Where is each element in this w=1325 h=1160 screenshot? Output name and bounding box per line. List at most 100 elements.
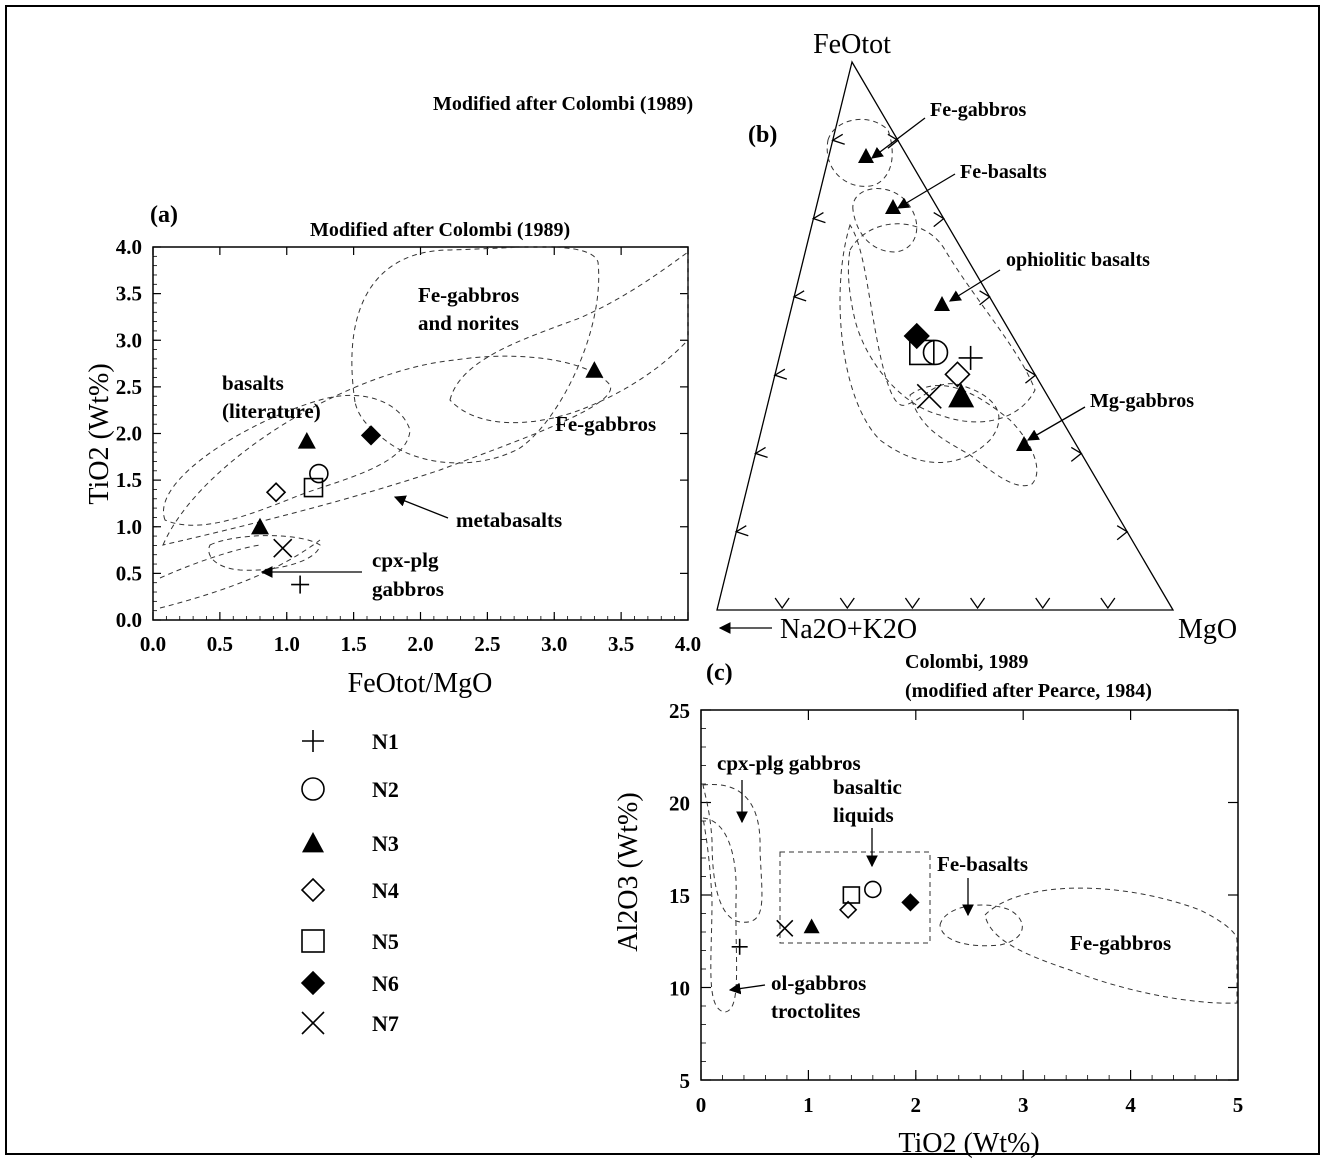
legend: N1 N2 N3 N4 N5 N6 N7 — [300, 729, 399, 1036]
arrow-b-ophiolitic — [949, 269, 1001, 302]
ternary-c-field-cpx-plg — [702, 783, 763, 923]
legend-label: N3 — [372, 831, 399, 856]
point-a-N7 — [273, 538, 293, 558]
point-c-N5 — [842, 886, 861, 904]
ternary-bottom-tick — [839, 597, 855, 610]
ternary-triangle — [716, 60, 1175, 611]
ternary-bottom-tick — [1100, 597, 1116, 610]
a-xtick-label: 2.5 — [474, 632, 500, 656]
c-ytick-label: 15 — [669, 884, 690, 908]
a-xtick-label: 0.0 — [140, 632, 166, 656]
ternary-c-field-fe-basalts — [939, 904, 1023, 947]
figure-frame — [5, 5, 1320, 1155]
panel-a: (a) Modified after Colombi (1989) 0.0 0.5… — [84, 202, 701, 699]
field-label-fe-gabbros-norites-1: Fe-gabbros — [418, 283, 519, 307]
a-ytick-label: 1.5 — [116, 468, 142, 492]
field-c-label-basaltic-1: basaltic — [833, 775, 902, 799]
c-xtick-label: 3 — [1018, 1093, 1029, 1117]
c-xtick-label: 4 — [1125, 1093, 1136, 1117]
point-b-N3 — [948, 383, 975, 408]
a-xtick-label: 4.0 — [675, 632, 701, 656]
a-ytick-label: 0.5 — [116, 561, 142, 585]
point-a-N4 — [265, 482, 287, 503]
legend-marker-diamond-filled — [300, 970, 326, 996]
legend-label: N4 — [372, 878, 399, 903]
point-a-N6 — [360, 425, 382, 446]
ternary-bottom-tick — [774, 597, 790, 610]
field-fe-gabbros — [449, 251, 689, 424]
ternary-c-field-fe-gabbros — [984, 887, 1238, 1004]
ternary-mg-gabbros-marker — [1016, 436, 1032, 451]
ternary-left-tick — [792, 290, 807, 302]
ternary-label-mg-gabbros: Mg-gabbros — [1090, 390, 1194, 412]
a-ytick-label: 2.5 — [116, 375, 142, 399]
a-xtick-label: 1.0 — [274, 632, 300, 656]
legend-marker-plus — [302, 730, 324, 752]
ternary-label-ophiolitic: ophiolitic basalts — [1006, 249, 1150, 271]
ternary-fe-basalts-marker — [885, 199, 901, 214]
panel-b-fields — [826, 118, 1038, 487]
apex-left-label: Na2O+K2O — [780, 614, 917, 645]
panel-b-arrows — [871, 117, 1086, 441]
legend-item-N2: N2 — [301, 777, 399, 802]
arrow-b-fe-gabbros — [871, 117, 926, 159]
panel-a-ticks: 0.0 0.5 1.0 1.5 2.0 2.5 3.0 3.5 4.0 0.0 0.5 1.0 1.5 2… — [116, 235, 701, 656]
ternary-left-tick — [734, 525, 749, 537]
field-label-basalts-1: basalts — [222, 371, 284, 395]
a-ytick-label: 1.0 — [116, 515, 142, 539]
panel-a-source: Modified after Colombi (1989) — [310, 219, 570, 241]
point-a-N2 — [309, 463, 329, 484]
panel-c-field-labels: cpx-plg gabbros basaltic liquids Fe-basa… — [717, 751, 1171, 1023]
legend-item-N3: N3 — [302, 831, 399, 856]
c-xtick-label: 0 — [696, 1093, 707, 1117]
legend-label: N7 — [372, 1011, 399, 1036]
ternary-left-tick — [773, 368, 788, 380]
a-ytick-label: 3.0 — [116, 328, 142, 352]
legend-item-N5: N5 — [301, 929, 399, 954]
legend-label: N2 — [372, 777, 399, 802]
panel-c-source-2: (modified after Pearce, 1984) — [905, 680, 1152, 702]
ternary-label-fe-basalts: Fe-basalts — [960, 161, 1047, 183]
field-metabasalts — [162, 355, 612, 546]
ternary-right-tick — [979, 290, 991, 306]
arrow-metabasalts — [393, 495, 449, 519]
panel-b-region-triangles — [858, 148, 1032, 451]
field-c-label-cpx-plg: cpx-plg gabbros — [717, 751, 861, 775]
c-ytick-label: 20 — [669, 792, 690, 816]
panel-c-label: (c) — [706, 660, 733, 686]
ternary-right-tick — [1070, 446, 1083, 462]
legend-marker-square-open — [301, 929, 325, 953]
ternary-right-tick — [1025, 368, 1037, 384]
apex-top-label: FeOtot — [813, 29, 891, 60]
panel-a-arrows — [260, 495, 449, 578]
field-c-label-ol-1: ol-gabbros — [771, 971, 866, 995]
legend-item-N7: N7 — [301, 1011, 399, 1036]
field-fe-gabbros-norites — [351, 246, 600, 464]
legend-label: N1 — [372, 729, 399, 754]
panel-a-points — [251, 361, 604, 594]
panel-c-ylabel: Al2O3 (Wt%) — [613, 792, 644, 951]
ternary-right-tick — [1116, 525, 1129, 541]
panel-a-field-labels: Fe-gabbros and norites basalts (literatu… — [222, 283, 656, 601]
a-ytick-label: 4.0 — [116, 235, 142, 259]
field-label-basalts-2: (literature) — [222, 399, 321, 423]
ternary-bottom-tick — [904, 597, 920, 610]
panel-b: (b) Modified after Colombi (1989) FeOtot… — [433, 29, 1237, 645]
ternary-field-fe-gabbros — [826, 118, 893, 187]
arrow-b-mg-gabbros — [1026, 406, 1086, 441]
ternary-bottom-tick — [1035, 597, 1051, 610]
ternary-left-tick — [754, 446, 768, 459]
ternary-left-tick — [831, 133, 845, 145]
point-c-N1 — [731, 938, 748, 955]
panel-a-xlabel: FeOtot/MgO — [348, 668, 493, 699]
ternary-label-fe-gabbros: Fe-gabbros — [930, 99, 1027, 121]
legend-item-N4: N4 — [300, 877, 399, 903]
panel-a-fields — [159, 246, 689, 609]
c-ytick-label: 5 — [680, 1069, 691, 1093]
ternary-fe-gabbros-marker — [858, 148, 874, 163]
ternary-c-field-basaltic-liquids — [779, 851, 931, 944]
a-xtick-label: 1.5 — [341, 632, 367, 656]
c-ytick-label: 25 — [669, 699, 690, 723]
point-b-N6 — [903, 322, 930, 350]
panel-c-source-1: Colombi, 1989 — [905, 651, 1028, 673]
